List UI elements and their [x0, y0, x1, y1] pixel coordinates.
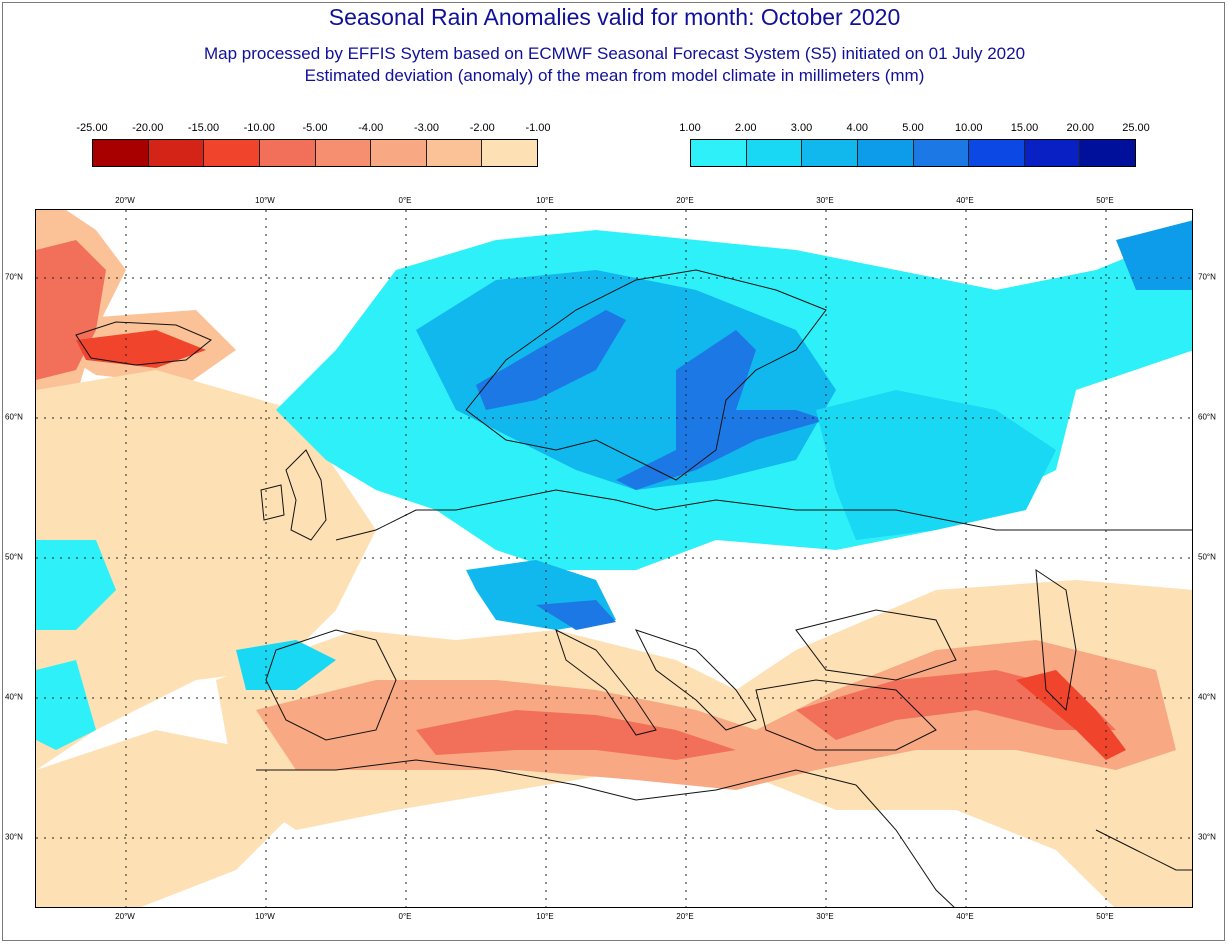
legend-tick-label: -20.00 — [132, 122, 164, 134]
legend-swatch — [969, 140, 1025, 166]
legend-swatch — [482, 140, 537, 166]
wet-region-norway-core — [476, 310, 626, 410]
legend-swatch — [1080, 140, 1135, 166]
dry-region-iceland-core — [76, 330, 206, 368]
legend-negative-anomaly: -25.00 -20.00 -15.00 -10.00 -5.00 -4.00 -3.00 -… — [76, 122, 551, 170]
wet-region-white-sea — [1116, 220, 1192, 290]
legend-swatch — [691, 140, 747, 166]
legend-tick-label: 20.00 — [1066, 122, 1095, 134]
legend-tick-label: -25.00 — [76, 122, 108, 134]
longitude-tick-label: 0°E — [398, 912, 412, 921]
legend-swatch — [204, 140, 260, 166]
longitude-tick-label: 20°E — [676, 196, 694, 205]
legend-swatch — [1024, 140, 1081, 166]
coastline-north-africa — [256, 759, 857, 801]
dry-anomaly-regions — [36, 210, 1192, 907]
coastline-black-sea — [795, 609, 957, 681]
longitude-tick-label: 20°E — [676, 912, 694, 921]
longitude-tick-label: 40°E — [956, 912, 974, 921]
legend-tick-label: 2.00 — [735, 122, 757, 134]
latitude-tick-label: 50°N — [5, 552, 23, 562]
legend-tick-label: 15.00 — [1010, 122, 1039, 134]
longitude-tick-label: 50°E — [1096, 912, 1114, 921]
legend-swatch — [857, 140, 914, 166]
legend-swatch — [802, 140, 858, 166]
graticule — [36, 210, 1192, 907]
legend-swatch — [93, 140, 149, 166]
anomaly-map-canvas — [36, 210, 1192, 907]
longitude-tick-label: 10°E — [536, 912, 554, 921]
longitude-tick-label: 40°E — [956, 196, 974, 205]
longitude-tick-label: 50°E — [1096, 196, 1114, 205]
longitude-tick-label: 20°W — [115, 912, 135, 921]
dry-region-atlantic-south — [36, 730, 296, 907]
longitude-tick-label: 30°E — [816, 196, 834, 205]
latitude-tick-label: 40°N — [5, 692, 23, 702]
coastline-caspian — [1035, 569, 1077, 712]
legend-tick-label: -15.00 — [187, 122, 220, 134]
map-title: Seasonal Rain Anomalies valid for month:… — [328, 4, 901, 30]
latitude-tick-label: 60°N — [5, 412, 23, 422]
longitude-tick-label: 10°W — [255, 196, 275, 205]
dry-region-iran-core — [1016, 670, 1126, 760]
latitude-tick-label: 70°N — [1198, 272, 1216, 282]
coastline-persian-gulf — [1095, 829, 1192, 871]
latitude-tick-label: 50°N — [1198, 552, 1216, 562]
longitude-tick-label: 10°W — [255, 912, 275, 921]
latitude-tick-label: 40°N — [1198, 692, 1216, 702]
coastline-turkey — [755, 679, 937, 751]
legend-tick-label: -4.00 — [358, 122, 384, 134]
legend-tick-label: 10.00 — [954, 122, 983, 134]
wet-region-west-med — [236, 640, 336, 690]
legend-tick-label: -5.00 — [302, 122, 328, 134]
coastline-britain — [285, 449, 327, 541]
anomaly-map — [35, 209, 1193, 908]
coastline-iberia — [265, 629, 397, 741]
legend-swatch — [259, 140, 316, 166]
longitude-tick-label: 10°E — [536, 196, 554, 205]
legend-swatch — [913, 140, 970, 166]
legend-swatch — [746, 140, 803, 166]
longitude-tick-label: 0°E — [398, 196, 412, 205]
legend-swatch — [426, 140, 483, 166]
legend-tick-label: -1.00 — [525, 122, 551, 134]
legend-tick-label: 3.00 — [790, 122, 813, 134]
legend-tick-label: 25.00 — [1122, 122, 1150, 134]
coastline-continental-europe — [335, 489, 1192, 541]
map-subtitle-units: Estimated deviation (anomaly) of the mea… — [304, 66, 925, 85]
legend-swatch — [371, 140, 427, 166]
latitude-tick-label: 30°N — [1198, 832, 1216, 842]
coastlines — [75, 269, 1192, 907]
coastline-balkans — [635, 629, 757, 731]
legend-swatch — [148, 140, 205, 166]
map-subtitle-source: Map processed by EFFIS Sytem based on EC… — [203, 44, 1026, 63]
coastline-ireland — [260, 484, 285, 521]
coastline-red-sea — [855, 784, 955, 907]
longitude-tick-label: 30°E — [816, 912, 834, 921]
wet-region-baltic-core — [616, 330, 826, 490]
latitude-tick-label: 70°N — [5, 272, 23, 282]
legend-tick-label: 4.00 — [846, 122, 868, 134]
legend-tick-label: -3.00 — [413, 122, 440, 134]
dry-region-med-core — [416, 710, 736, 760]
longitude-tick-label: 20°W — [115, 196, 135, 205]
latitude-tick-label: 60°N — [1198, 412, 1216, 422]
legend-positive-anomaly: 1.00 2.00 3.00 4.00 5.00 10.00 15.00 20.00 25.00 — [679, 122, 1150, 170]
dry-region-atlantic-mid — [36, 370, 376, 770]
coastline-italy — [555, 629, 657, 736]
coastline-scandinavia — [465, 269, 827, 481]
wet-region-iberia-atlantic — [36, 540, 116, 630]
legend-tick-label: 5.00 — [902, 122, 924, 134]
legend-tick-label: -10.00 — [243, 122, 275, 134]
legend-swatch — [315, 140, 372, 166]
wet-region-alps-core — [536, 600, 616, 630]
latitude-tick-label: 30°N — [5, 832, 23, 842]
wet-region-atlantic-lower — [36, 660, 96, 750]
wet-anomaly-regions — [36, 220, 1192, 750]
legend-tick-label: 1.00 — [679, 122, 701, 134]
legend-tick-label: -2.00 — [469, 122, 495, 134]
wet-region-russia — [816, 390, 1056, 540]
